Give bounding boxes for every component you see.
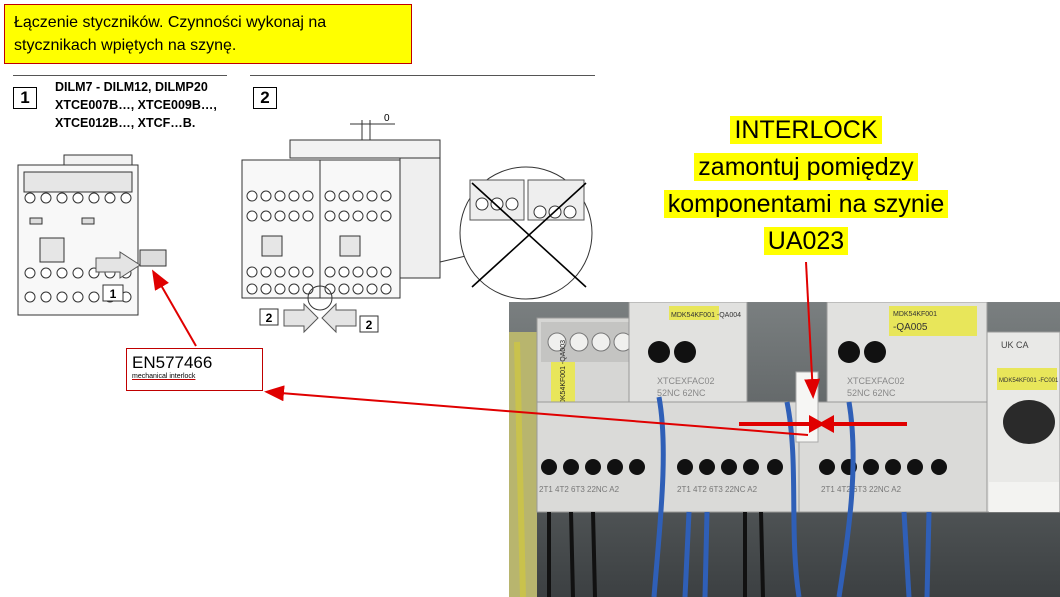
photo-terminals-left: 2T1 4T2 6T3 22NC A2 [539,485,620,494]
instruction-line-2: stycznikach wpiętych na szynę. [14,37,237,54]
instruction-title: Łączenie styczników. Czynności wykonaj n… [4,4,412,64]
interlock-note-line-4: UA023 [763,227,849,255]
step-2-push-arrow-left [283,302,319,334]
label-tag-right [889,306,977,336]
interlock-note-line-2: zamontuj pomiędzy [694,153,918,181]
photo-model-right: XTCEXFAC02 [847,376,905,386]
photo-label-far-right: MDK54KF001 -FC001 [999,378,1059,384]
step-2-divider [250,75,595,76]
step-1-model-line-2: XTCE007B…, XTCE009B…, [55,98,217,112]
step-1-arrow-label: 1 [110,287,117,301]
part-description: mechanical interlock [132,373,196,380]
photo-ukca: UK CA [1001,340,1029,350]
step-2-arrow-tag-right [359,315,379,333]
photo-label-right: -QA005 [893,322,928,333]
photo-model-mid: XTCEXFAC02 [657,376,715,386]
instruction-line-1: Łączenie styczników. Czynności wykonaj n… [14,14,327,31]
detail-not-allowed-icon [439,166,593,300]
photo-terminals-right: 2T1 4T2 6T3 22NC A2 [821,485,902,494]
contactor-photo: MDK54KF001 -QA003 MDK54KF001 -QA004 XTCE… [509,302,1060,597]
step-1-arrow-tag [102,284,124,302]
part-number: EN577466 [132,353,213,372]
step-1-push-arrow [95,251,141,279]
step-1-contactor-drawing [17,154,167,316]
step-2-arrow-label-right: 2 [366,318,373,332]
mechanical-interlock [795,371,819,443]
step-2-arrow-tag-left [259,308,279,326]
photo-nc-mid: 52NC 62NC [657,388,706,398]
step-2-gap-label: 0 [384,113,390,124]
interlock-note: INTERLOCK zamontuj pomiędzy komponentami… [620,112,992,260]
part-number-callout: EN577466 mechanical interlock [126,348,263,391]
photo-nc-right: 52NC 62NC [847,388,896,398]
interlock-note-line-1: INTERLOCK [730,116,882,144]
photo-terminals-mid: 2T1 4T2 6T3 22NC A2 [677,485,758,494]
photo-label-left: MDK54KF001 -QA003 [560,340,567,410]
photo-label-mid-top: MDK54KF001 -QA004 [671,312,741,319]
step-1-models: DILM7 - DILM12, DILMP20 XTCE007B…, XTCE0… [55,78,217,132]
step-1-model-line-3: XTCE012B…, XTCF…B. [55,116,196,130]
step-1-divider [13,75,227,76]
interlock-note-line-3: komponentami na szynie [663,190,949,218]
step-2-contactor-drawing [241,139,441,311]
photo-label-right-top: MDK54KF001 [893,311,937,318]
step-2-number: 2 [253,87,277,109]
step-2-push-arrow-right [321,302,357,334]
step-1-number: 1 [13,87,37,109]
step-2-arrow-label-left: 2 [266,311,273,325]
step-1-model-line-1: DILM7 - DILM12, DILMP20 [55,80,208,94]
